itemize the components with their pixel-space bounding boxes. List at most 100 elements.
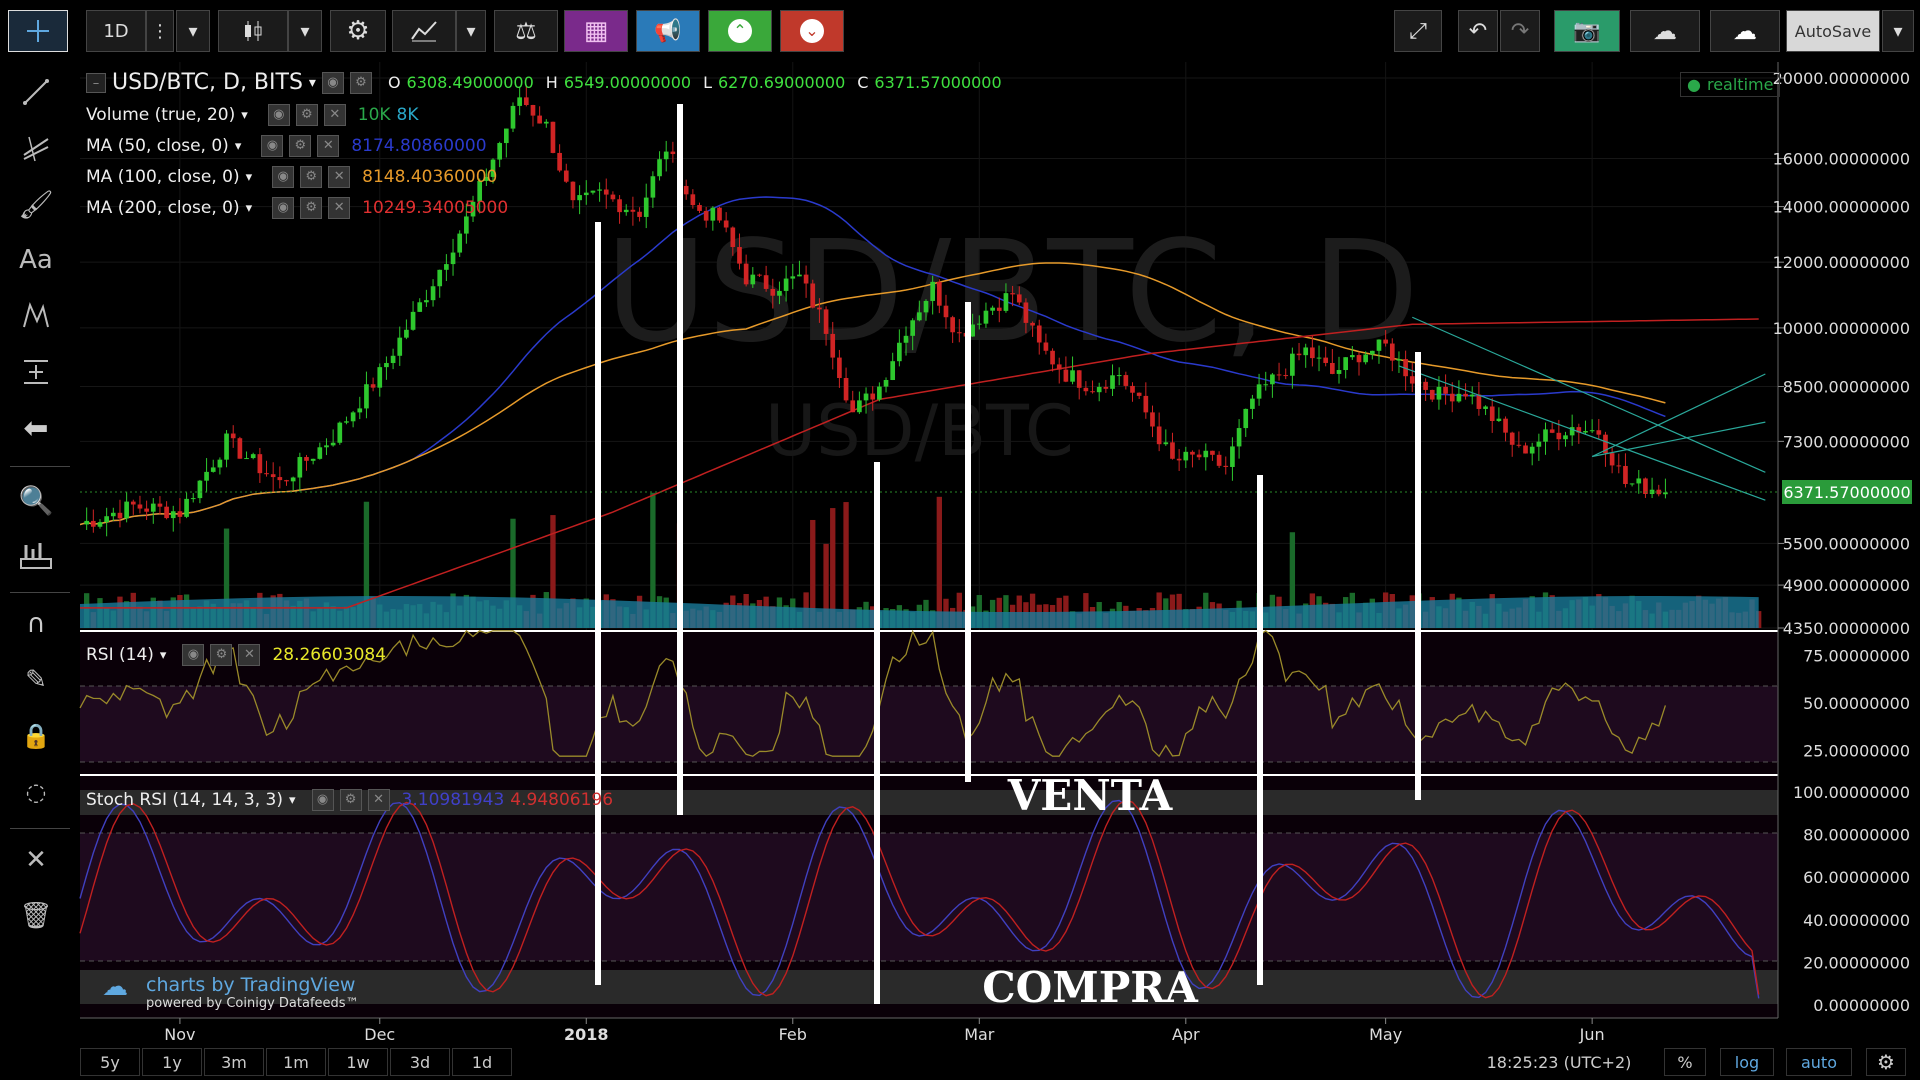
zoom-tool[interactable]: 🔍	[14, 478, 58, 522]
candle-body	[104, 516, 109, 523]
redo-button[interactable]: ↷	[1500, 10, 1540, 52]
template-button[interactable]: ▦	[564, 10, 628, 52]
chevron-down-icon[interactable]: ▾	[245, 169, 253, 185]
percent-toggle[interactable]: %	[1664, 1048, 1706, 1076]
close-icon[interactable]: ✕	[238, 644, 261, 666]
axis-settings-button[interactable]: ⚙	[1866, 1048, 1906, 1076]
range-button-3d[interactable]: 3d	[390, 1048, 450, 1076]
close-icon[interactable]: ✕	[317, 135, 340, 157]
chevron-down-icon[interactable]: ▾	[159, 647, 167, 663]
main-pane[interactable]	[80, 62, 1778, 630]
gear-icon[interactable]: ⚙	[300, 166, 323, 188]
magnet-tool[interactable]: ∩	[14, 602, 58, 646]
announce-button[interactable]: 📢	[636, 10, 700, 52]
volume-bar	[1003, 595, 1009, 628]
eye-icon[interactable]: ◉	[267, 104, 290, 126]
compare-button[interactable]: ⚖	[494, 10, 558, 52]
gear-icon[interactable]: ⚙	[339, 789, 362, 811]
ma200-legend: MA (200, close, 0) ▾ ◉ ⚙ ✕ 10249.34005000	[86, 197, 508, 219]
range-button-1y[interactable]: 1y	[142, 1048, 202, 1076]
more-menu-button[interactable]: ⋮	[146, 10, 174, 52]
eye-icon[interactable]: ◉	[261, 135, 284, 157]
eye-icon[interactable]: ◉	[321, 71, 344, 94]
eye-icon[interactable]: ◉	[272, 197, 295, 219]
rsi-label[interactable]: RSI (14)	[86, 645, 154, 665]
fullscreen-button[interactable]: ⤢	[1394, 10, 1442, 52]
candle-body	[763, 275, 769, 289]
log-toggle[interactable]: log	[1720, 1048, 1774, 1076]
lock-icon: 🔒	[21, 722, 51, 750]
collapse-legend-button[interactable]: –	[86, 72, 106, 93]
auto-toggle[interactable]: auto	[1786, 1048, 1852, 1076]
candle-body	[90, 520, 96, 527]
sell-down-button[interactable]: ⌄	[780, 10, 844, 52]
indicators-button[interactable]	[392, 10, 456, 52]
stay-in-drawing-tool[interactable]: ✎	[14, 658, 58, 702]
interval-dropdown[interactable]: ▾	[176, 10, 210, 52]
chevron-down-icon[interactable]: ▾	[245, 200, 253, 216]
gear-icon[interactable]: ⚙	[300, 197, 323, 219]
load-chart-button[interactable]: ☁	[1630, 10, 1700, 52]
price-axis[interactable]	[1778, 62, 1920, 1018]
eye-icon[interactable]: ◉	[311, 789, 334, 811]
measure-tool[interactable]	[14, 350, 58, 394]
chart-type-button[interactable]	[218, 10, 288, 52]
range-button-3m[interactable]: 3m	[204, 1048, 264, 1076]
candle-body	[970, 324, 975, 337]
symbol-title[interactable]: USD/BTC, D, BITS	[112, 70, 303, 95]
close-icon[interactable]: ✕	[328, 197, 351, 219]
range-button-1w[interactable]: 1w	[328, 1048, 388, 1076]
candle-body	[1389, 343, 1395, 361]
indicators-dropdown[interactable]: ▾	[456, 10, 486, 52]
tools-settings[interactable]: ✕	[14, 838, 58, 882]
range-button-1m[interactable]: 1m	[266, 1048, 326, 1076]
chevron-down-icon[interactable]: ▾	[289, 792, 296, 808]
chevron-down-icon[interactable]: ▾	[234, 138, 242, 154]
brush-tool[interactable]: 🖌	[14, 182, 58, 226]
crosshair-tool-button[interactable]	[8, 10, 68, 52]
gear-icon[interactable]: ⚙	[349, 71, 372, 94]
close-icon[interactable]: ✕	[367, 789, 390, 811]
chart-type-dropdown[interactable]: ▾	[288, 10, 322, 52]
fib-tool[interactable]	[14, 126, 58, 170]
candle-body	[750, 274, 756, 285]
ma50-label[interactable]: MA (50, close, 0)	[86, 136, 229, 156]
remove-drawings-tool[interactable]: ⬅	[14, 406, 58, 450]
trend-line-tool[interactable]	[14, 70, 58, 114]
snapshot-button[interactable]: 📷	[1554, 10, 1620, 52]
autosave-dropdown[interactable]: ▾	[1882, 10, 1914, 52]
candle-body	[1143, 395, 1149, 413]
interval-button[interactable]: 1D	[86, 10, 146, 52]
stoch-label[interactable]: Stoch RSI (14, 14, 3, 3)	[86, 790, 283, 810]
trash-tool[interactable]: 🗑	[14, 894, 58, 938]
lock-tool[interactable]: 🔒	[14, 714, 58, 758]
range-button-1d[interactable]: 1d	[452, 1048, 512, 1076]
candle-body	[1176, 458, 1182, 461]
buy-up-button[interactable]: ⌃	[708, 10, 772, 52]
tradingview-branding[interactable]: ☁ charts by TradingView powered by Coini…	[100, 970, 520, 1014]
close-icon[interactable]: ✕	[328, 166, 351, 188]
chevron-down-icon[interactable]: ▾	[308, 74, 316, 91]
hide-drawings-tool[interactable]: ◌	[14, 770, 58, 814]
gear-icon[interactable]: ⚙	[210, 644, 233, 666]
save-chart-button[interactable]: ☁	[1710, 10, 1780, 52]
autosave-button[interactable]: AutoSave	[1786, 10, 1880, 52]
eye-icon[interactable]: ◉	[272, 166, 295, 188]
ruler-tool[interactable]	[14, 534, 58, 578]
pattern-tool[interactable]	[14, 294, 58, 338]
volume-label[interactable]: Volume (true, 20)	[86, 105, 236, 125]
eye-icon[interactable]: ◉	[182, 644, 205, 666]
text-tool[interactable]: Aa	[14, 238, 58, 282]
ma200-label[interactable]: MA (200, close, 0)	[86, 198, 240, 218]
close-icon[interactable]: ✕	[323, 104, 346, 126]
candle-body	[650, 176, 656, 198]
gear-icon[interactable]: ⚙	[289, 135, 312, 157]
settings-button[interactable]: ⚙	[330, 10, 386, 52]
range-button-5y[interactable]: 5y	[80, 1048, 140, 1076]
gear-icon[interactable]: ⚙	[295, 104, 318, 126]
ma100-label[interactable]: MA (100, close, 0)	[86, 167, 240, 187]
chart-canvas[interactable]: USD/BTC, D USD/BTC VENTA COMPRA 20000.00…	[0, 0, 1920, 1044]
undo-button[interactable]: ↶	[1458, 10, 1498, 52]
chevron-down-icon[interactable]: ▾	[241, 107, 248, 123]
channel-breakout	[1591, 373, 1766, 458]
